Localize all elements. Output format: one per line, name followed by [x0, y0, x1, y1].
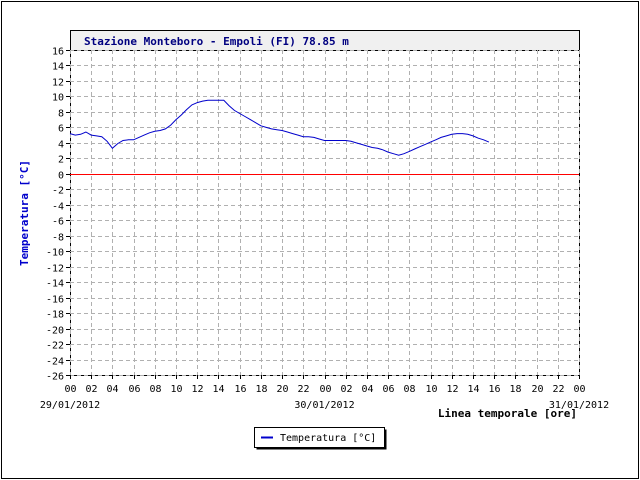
date-label: 31/01/2012	[549, 400, 609, 411]
y-tick-label: -16	[46, 295, 64, 306]
date-labels: 29/01/2012 30/01/2012 31/01/2012	[40, 400, 609, 411]
x-tick-label: 02	[340, 384, 352, 395]
y-tick-label: 4	[58, 140, 64, 151]
x-tick-label: 02	[85, 384, 97, 395]
x-tick-label: 08	[149, 384, 161, 395]
x-axis-label: Linea temporale [ore]	[438, 407, 577, 420]
x-tick-label: 00	[319, 384, 331, 395]
y-tick-label: -10	[46, 248, 64, 259]
y-tick-label: -12	[46, 264, 64, 275]
x-tick-label: 22	[297, 384, 309, 395]
y-tick-label: -18	[46, 310, 64, 321]
x-tick-label: 00	[64, 384, 76, 395]
x-tick-label: 14	[212, 384, 224, 395]
x-tick-label: 14	[467, 384, 479, 395]
x-tick-label: 10	[425, 384, 437, 395]
y-tick-label: 16	[52, 47, 64, 58]
y-tick-label: 12	[52, 78, 64, 89]
y-tick-label: -22	[46, 341, 64, 352]
y-tick-label: 14	[52, 62, 64, 73]
x-tick-label: 20	[531, 384, 543, 395]
x-tick-label: 20	[276, 384, 288, 395]
x-tick-label: 18	[255, 384, 267, 395]
y-tick-label: 6	[58, 124, 64, 135]
x-tick-label: 00	[573, 384, 585, 395]
y-tick-label: -26	[46, 372, 64, 383]
x-tick-label: 10	[170, 384, 182, 395]
y-tick-label: 2	[58, 155, 64, 166]
y-tick-label: -6	[52, 217, 64, 228]
x-tick-label: 04	[361, 384, 373, 395]
y-tick-label: -24	[46, 357, 64, 368]
y-tick-label: 10	[52, 93, 64, 104]
x-tick-label: 04	[106, 384, 118, 395]
x-tick-label: 16	[234, 384, 246, 395]
legend: Temperatura [°C]	[254, 427, 387, 450]
y-tick-label: -14	[46, 279, 64, 290]
y-tick-label: -4	[52, 202, 64, 213]
date-label: 30/01/2012	[294, 400, 354, 411]
y-axis-ticks: 16 14 12 10 8 6 4 2 0 -2 -4 -6 -8 -10 -12 -14 -16 -18 -20 -…	[46, 47, 70, 383]
x-tick-label: 12	[446, 384, 458, 395]
x-axis-ticks: 00 02 04 06 08 10 12 14 16 18 20 22 00 02 04 06 08 10 12 14…	[64, 375, 586, 395]
y-tick-label: -8	[52, 233, 64, 244]
chart-title: Stazione Monteboro - Empoli (FI) 78.85 m	[84, 35, 349, 48]
x-tick-label: 18	[509, 384, 521, 395]
x-tick-label: 16	[488, 384, 500, 395]
x-tick-label: 06	[382, 384, 394, 395]
series-line-temperatura	[69, 99, 490, 156]
y-axis-label: Temperatura [°C]	[18, 160, 31, 266]
x-tick-label: 12	[191, 384, 203, 395]
y-tick-label: -2	[52, 186, 64, 197]
y-tick-label: -20	[46, 326, 64, 337]
legend-label: Temperatura [°C]	[280, 433, 376, 444]
x-tick-label: 08	[403, 384, 415, 395]
x-tick-label: 22	[552, 384, 564, 395]
y-tick-label: 0	[58, 171, 64, 182]
date-label: 29/01/2012	[40, 400, 100, 411]
x-tick-label: 06	[128, 384, 140, 395]
y-tick-label: 8	[58, 109, 64, 120]
